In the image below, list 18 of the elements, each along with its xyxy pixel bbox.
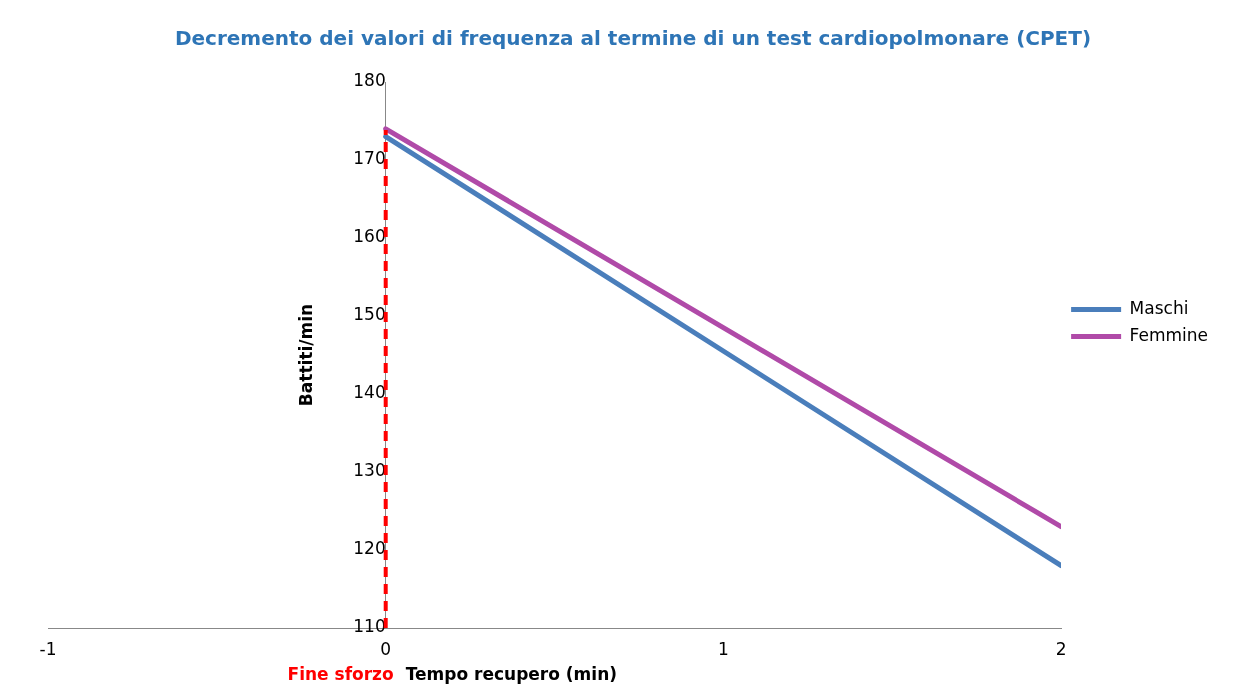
y-axis-title: Battiti/min — [296, 303, 317, 407]
x-axis-title: Tempo recupero (min) — [405, 664, 618, 685]
y-tick-label: 170 — [353, 148, 386, 169]
y-tick-label: 130 — [353, 460, 386, 481]
x-tick-label: 1 — [718, 638, 729, 659]
y-tick-label: 110 — [353, 616, 386, 637]
y-tick-label: 150 — [353, 304, 386, 325]
y-tick-label: 140 — [353, 382, 386, 403]
legend-label: Maschi — [1129, 297, 1189, 318]
y-tick-label: 160 — [353, 226, 386, 247]
legend-label: Femmine — [1129, 324, 1209, 345]
x-tick-label: -1 — [39, 638, 57, 659]
y-tick-label: 180 — [353, 70, 386, 91]
chart-title: Decremento dei valori di frequenza al termine di un test cardiopolmonare (CPET) — [174, 26, 1092, 51]
x-tick-label: 2 — [1055, 638, 1067, 659]
ref-line-label: Fine sforzo — [287, 664, 394, 685]
x-tick-label: 0 — [380, 638, 392, 659]
y-tick-label: 120 — [353, 538, 386, 559]
